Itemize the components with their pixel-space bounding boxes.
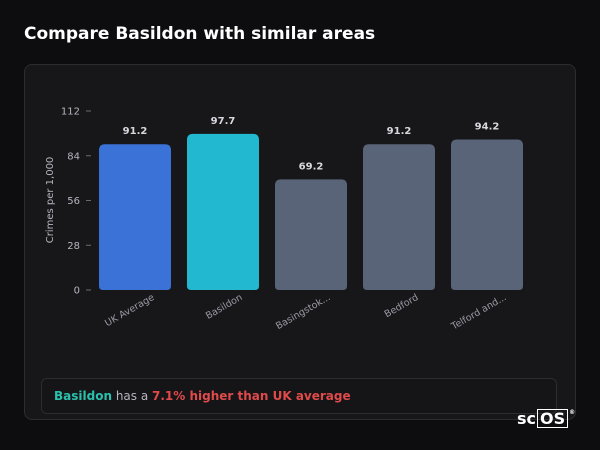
comparison-summary: Basildon has a 7.1% higher than UK avera…: [41, 378, 557, 414]
y-tick-label: 0: [74, 286, 80, 297]
bar-value-label: 69.2: [299, 161, 324, 172]
summary-area-name: Basildon: [54, 389, 112, 403]
bar-value-label: 91.2: [387, 126, 412, 137]
x-tick-label: Telford and...: [449, 292, 509, 333]
page-title: Compare Basildon with similar areas: [24, 24, 376, 44]
registered-mark: ®: [569, 409, 576, 416]
bar-value-label: 94.2: [475, 121, 500, 132]
scos-logo: sc OS ®: [517, 409, 575, 429]
y-tick-label: 112: [61, 107, 80, 118]
bar-basildon[interactable]: [187, 133, 259, 290]
y-tick-label: 84: [67, 151, 80, 162]
y-tick-label: 28: [67, 241, 80, 252]
summary-text: has a: [112, 389, 153, 403]
bar-basingstok[interactable]: [275, 179, 347, 290]
summary-stat: 7.1% higher than UK average: [152, 389, 351, 403]
bar-uk-average[interactable]: [99, 144, 171, 290]
logo-boxed-text: OS: [537, 409, 569, 428]
x-tick-label: Basildon: [204, 292, 245, 322]
logo-text: sc: [517, 409, 537, 428]
y-tick-label: 56: [67, 196, 80, 207]
bar-value-label: 91.2: [123, 126, 148, 137]
x-tick-label: Bedford: [383, 292, 421, 320]
bar-bedford[interactable]: [363, 144, 435, 290]
bar-value-label: 97.7: [211, 116, 236, 127]
y-axis-label: Crimes per 1,000: [45, 157, 56, 244]
bar-telford-and[interactable]: [451, 139, 523, 290]
x-tick-label: UK Average: [103, 292, 156, 329]
x-tick-label: Basingstok...: [274, 292, 332, 332]
